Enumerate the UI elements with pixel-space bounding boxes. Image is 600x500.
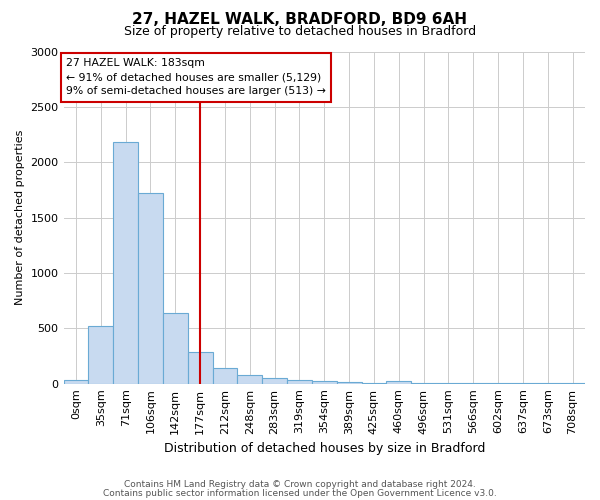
Text: 27 HAZEL WALK: 183sqm
← 91% of detached houses are smaller (5,129)
9% of semi-de: 27 HAZEL WALK: 183sqm ← 91% of detached …	[66, 58, 326, 96]
X-axis label: Distribution of detached houses by size in Bradford: Distribution of detached houses by size …	[164, 442, 485, 455]
Bar	[262, 378, 287, 384]
Bar	[436, 383, 461, 384]
Bar	[411, 383, 436, 384]
Bar	[287, 380, 312, 384]
Bar	[560, 383, 585, 384]
Text: Contains public sector information licensed under the Open Government Licence v3: Contains public sector information licen…	[103, 488, 497, 498]
Bar	[88, 326, 113, 384]
Bar	[138, 193, 163, 384]
Text: Size of property relative to detached houses in Bradford: Size of property relative to detached ho…	[124, 25, 476, 38]
Text: 27, HAZEL WALK, BRADFORD, BD9 6AH: 27, HAZEL WALK, BRADFORD, BD9 6AH	[133, 12, 467, 28]
Bar	[188, 352, 212, 384]
Y-axis label: Number of detached properties: Number of detached properties	[15, 130, 25, 306]
Bar	[337, 382, 362, 384]
Bar	[238, 375, 262, 384]
Bar	[64, 380, 88, 384]
Text: Contains HM Land Registry data © Crown copyright and database right 2024.: Contains HM Land Registry data © Crown c…	[124, 480, 476, 489]
Bar	[386, 381, 411, 384]
Bar	[362, 382, 386, 384]
Bar	[511, 383, 535, 384]
Bar	[535, 383, 560, 384]
Bar	[212, 368, 238, 384]
Bar	[485, 383, 511, 384]
Bar	[312, 382, 337, 384]
Bar	[113, 142, 138, 384]
Bar	[163, 313, 188, 384]
Bar	[461, 383, 485, 384]
